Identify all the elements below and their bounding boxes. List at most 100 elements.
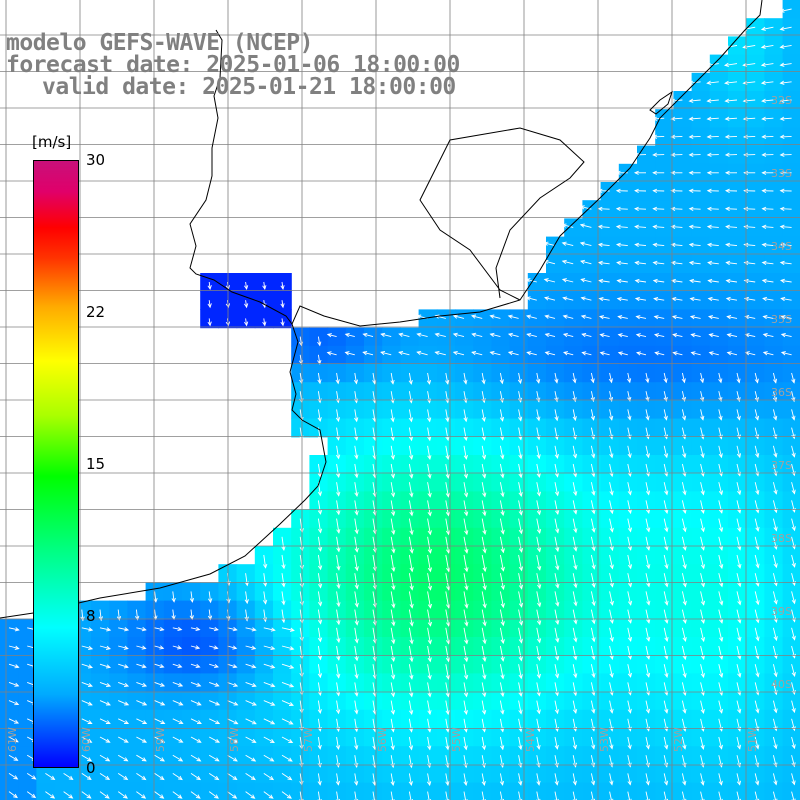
wind-cell [728,182,747,201]
wind-arrow [572,536,578,552]
wind-arrow [754,791,760,800]
wind-cell [546,273,565,292]
wind-arrow [627,409,632,421]
wind-arrow [408,736,414,751]
wind-arrow [554,609,560,626]
wind-arrow [652,134,665,139]
wind-arrow [463,482,469,498]
wind-arrow [609,500,614,515]
wind-arrow [670,170,683,175]
wind-arrow [645,773,650,786]
wind-arrow [536,664,541,679]
wind-arrow [700,773,705,786]
wind-arrow [481,664,487,680]
wind-arrow [754,591,760,606]
wind-arrow [445,609,451,627]
wind-arrow [189,591,195,603]
wind-arrow [572,736,578,750]
wind-arrow [572,518,578,534]
wind-cell [746,200,765,219]
wind-arrow [390,500,396,517]
wind-arrow [554,409,559,422]
wind-arrow [724,206,738,211]
wind-arrow [772,554,778,569]
wind-cell [600,327,620,347]
wind-cell [455,782,474,800]
wind-arrow [445,700,450,716]
wind-arrow [708,333,719,338]
wind-cell [728,218,747,238]
wind-arrow [518,700,523,715]
wind-arrow [445,482,450,498]
wind-arrow [136,736,148,743]
wind-arrow [700,700,705,715]
wind-cell [673,782,693,800]
wind-arrow [760,44,774,49]
wind-arrow [336,645,341,661]
wind-cell [709,109,729,128]
wind-arrow [99,773,111,780]
wind-cell [345,327,365,347]
wind-arrow [209,626,219,632]
wind-cell [618,782,638,800]
wind-arrow [344,333,355,338]
wind-arrow [408,627,414,645]
wind-arrow [390,573,396,591]
wind-arrow [245,700,257,706]
wind-arrow [590,791,596,800]
wind-cell [637,291,656,310]
wind-arrow [427,445,432,461]
wind-cell [655,145,674,165]
wind-cell [564,345,583,365]
wind-cell [764,327,784,347]
wind-arrow [81,663,93,669]
wind-arrow [136,773,147,781]
wind-arrow [408,718,414,733]
wind-arrow [772,445,778,458]
wind-arrow [207,300,212,309]
wind-arrow [390,700,396,715]
lat-label: 34S [771,240,792,253]
wind-arrow [499,773,505,786]
wind-arrow [281,627,295,632]
wind-arrow [653,296,665,302]
wind-arrow [761,116,774,121]
lon-label: 58W [228,727,241,752]
wind-arrow [597,242,610,247]
wind-arrow [554,627,560,643]
wind-cell [655,291,674,310]
wind-cell [637,345,656,365]
wind-arrow [707,278,719,284]
wind-arrow [336,664,341,679]
wind-cell [764,18,784,37]
wind-arrow [463,536,469,554]
wind-arrow [154,773,165,781]
wind-arrow [390,518,396,536]
wind-cell [582,200,602,219]
wind-arrow [779,98,792,103]
wind-arrow [117,773,129,781]
wind-arrow [26,773,37,780]
wind-cell [746,18,765,37]
wind-arrow [724,80,738,85]
wind-arrow [615,242,628,247]
wind-arrow [281,681,295,688]
wind-cell [709,345,729,365]
wind-arrow [135,609,140,621]
wind-arrow [45,773,56,780]
wind-arrow [761,224,774,229]
wind-arrow [718,518,724,533]
wind-arrow [81,718,93,724]
wind-arrow [663,609,669,624]
wind-arrow [408,554,414,573]
wind-arrow [645,518,651,533]
wind-arrow [736,664,742,678]
wind-arrow [481,518,487,536]
wind-arrow [670,116,683,121]
wind-arrow [463,718,468,733]
wind-arrow [390,591,396,609]
wind-arrow [572,591,578,607]
wind-cell [600,182,620,201]
wind-arrow [653,315,665,320]
wind-arrow [736,445,742,459]
